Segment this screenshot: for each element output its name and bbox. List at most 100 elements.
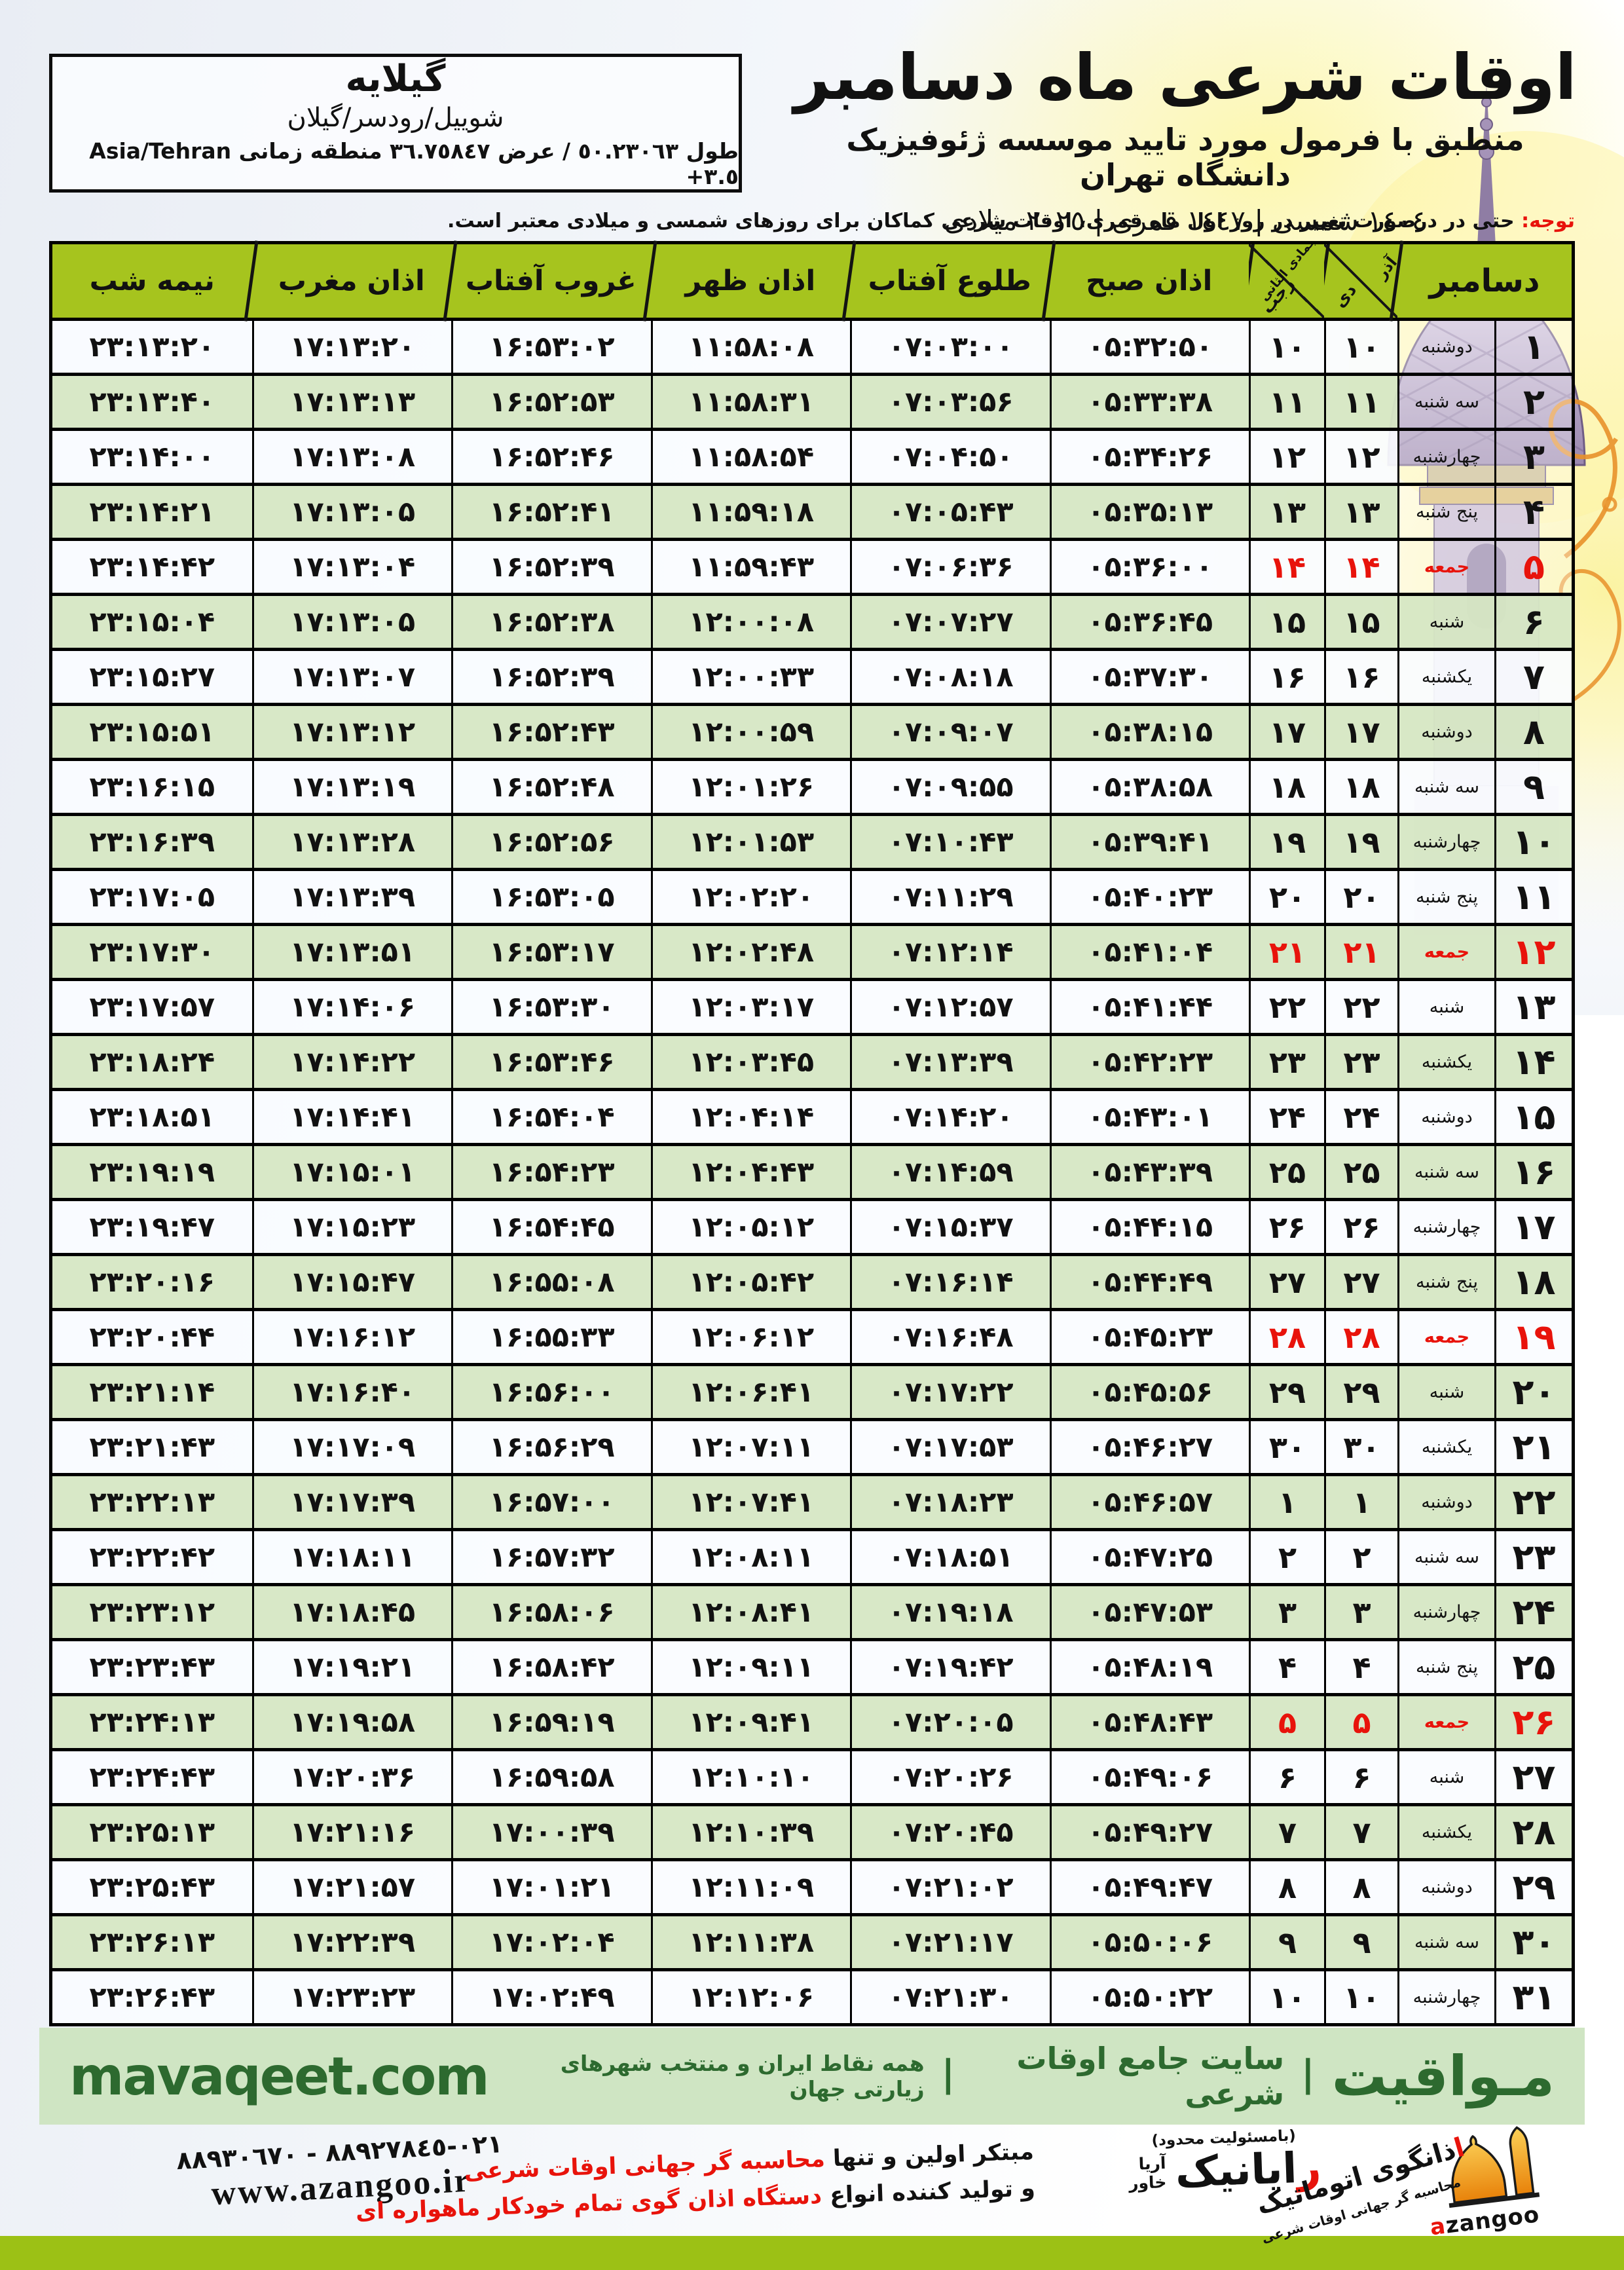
sunset-cell: ۱۶:۵۲:۳۹ <box>451 651 651 703</box>
azan-maghreb-cell: ۱۷:۱۶:۴۰ <box>251 1366 451 1418</box>
table-row: ۱ دوشنبه ۱۰ ۱۰ ۰۵:۳۲:۵۰ ۰۷:۰۳:۰۰ ۱۱:۵۸:۰… <box>52 318 1572 373</box>
sunrise-cell: ۰۷:۱۴:۵۹ <box>850 1146 1050 1198</box>
azan-zohr-cell: ۱۲:۰۸:۱۱ <box>650 1531 850 1583</box>
azan-sobh-cell: ۰۵:۴۴:۴۹ <box>1049 1256 1249 1308</box>
jalali-day-cell: ۱ <box>1324 1476 1397 1528</box>
column-header-persian-month: آذر دی <box>1324 244 1397 318</box>
gregorian-day-cell: ۲۶ <box>1494 1696 1572 1748</box>
sunrise-cell: ۰۷:۱۶:۱۴ <box>850 1256 1050 1308</box>
midnight-cell: ۲۳:۱۸:۲۴ <box>52 1036 252 1088</box>
column-header-sunset: غروب آفتاب <box>451 244 651 318</box>
table-row: ۲۱ یکشنبه ۳۰ ۳۰ ۰۵:۴۶:۲۷ ۰۷:۱۷:۵۳ ۱۲:۰۷:… <box>52 1418 1572 1473</box>
azan-maghreb-cell: ۱۷:۱۴:۰۶ <box>251 981 451 1033</box>
midnight-cell: ۲۳:۱۷:۰۵ <box>52 871 252 923</box>
jalali-day-cell: ۲۱ <box>1324 926 1397 978</box>
azan-zohr-cell: ۱۲:۱۱:۳۸ <box>650 1916 850 1968</box>
weekday-cell: یکشنبه <box>1397 1806 1494 1858</box>
midnight-cell: ۲۳:۱۴:۲۱ <box>52 486 252 538</box>
sunrise-cell: ۰۷:۰۵:۴۳ <box>850 486 1050 538</box>
azangoo-logo: اذانگوی اتوماتیک محاسبه گر جهانی اوقات ش… <box>1253 2111 1604 2252</box>
table-row: ۱۴ یکشنبه ۲۳ ۲۳ ۰۵:۴۲:۲۳ ۰۷:۱۳:۳۹ ۱۲:۰۳:… <box>52 1033 1572 1088</box>
midnight-cell: ۲۳:۲۳:۱۲ <box>52 1586 252 1638</box>
weekday-cell: سه شنبه <box>1397 761 1494 813</box>
azan-maghreb-cell: ۱۷:۱۸:۱۱ <box>251 1531 451 1583</box>
weekday-cell: شنبه <box>1397 981 1494 1033</box>
jalali-day-cell: ۷ <box>1324 1806 1397 1858</box>
jalali-day-cell: ۲۰ <box>1324 871 1397 923</box>
gregorian-day-cell: ۲۸ <box>1494 1806 1572 1858</box>
hijri-day-cell: ۱۱ <box>1249 376 1324 428</box>
slogan2-black: و تولید کننده انواع <box>829 2175 1036 2209</box>
jalali-day-cell: ۲۴ <box>1324 1091 1397 1143</box>
gregorian-day-cell: ۹ <box>1494 761 1572 813</box>
hijri-day-cell: ۹ <box>1249 1916 1324 1968</box>
table-row: ۱۱ پنج شنبه ۲۰ ۲۰ ۰۵:۴۰:۲۳ ۰۷:۱۱:۲۹ ۱۲:۰… <box>52 868 1572 923</box>
azan-sobh-cell: ۰۵:۴۱:۴۴ <box>1049 981 1249 1033</box>
gregorian-day-cell: ۱ <box>1494 321 1572 373</box>
jalali-day-cell: ۱۴ <box>1324 541 1397 593</box>
azan-maghreb-cell: ۱۷:۱۳:۳۹ <box>251 871 451 923</box>
hijri-day-cell: ۱۳ <box>1249 486 1324 538</box>
sunrise-cell: ۰۷:۱۵:۳۷ <box>850 1201 1050 1253</box>
azan-zohr-cell: ۱۲:۰۹:۴۱ <box>650 1696 850 1748</box>
sunrise-cell: ۰۷:۱۲:۵۷ <box>850 981 1050 1033</box>
midnight-cell: ۲۳:۱۸:۵۱ <box>52 1091 252 1143</box>
hijri-day-cell: ۲۹ <box>1249 1366 1324 1418</box>
azan-sobh-cell: ۰۵:۳۲:۵۰ <box>1049 321 1249 373</box>
azan-zohr-cell: ۱۲:۰۰:۳۳ <box>650 651 850 703</box>
weekday-cell: پنج شنبه <box>1397 1256 1494 1308</box>
location-name: گیلایه <box>345 57 446 100</box>
gregorian-day-cell: ۲۴ <box>1494 1586 1572 1638</box>
hijri-day-cell: ۲ <box>1249 1531 1324 1583</box>
table-row: ۲۴ چهارشنبه ۳ ۳ ۰۵:۴۷:۵۳ ۰۷:۱۹:۱۸ ۱۲:۰۸:… <box>52 1583 1572 1638</box>
midnight-cell: ۲۳:۱۵:۵۱ <box>52 706 252 758</box>
azan-zohr-cell: ۱۱:۵۸:۰۸ <box>650 321 850 373</box>
jalali-day-cell: ۲۳ <box>1324 1036 1397 1088</box>
midnight-cell: ۲۳:۱۷:۵۷ <box>52 981 252 1033</box>
jalali-day-cell: ۳ <box>1324 1586 1397 1638</box>
azan-sobh-cell: ۰۵:۴۹:۴۷ <box>1049 1861 1249 1913</box>
weekday-cell: سه شنبه <box>1397 376 1494 428</box>
weekday-cell: یکشنبه <box>1397 1036 1494 1088</box>
jalali-day-cell: ۱۰ <box>1324 1971 1397 2023</box>
persian-month-dey-label: دی <box>1330 280 1361 312</box>
jalali-day-cell: ۹ <box>1324 1916 1397 1968</box>
azan-sobh-cell: ۰۵:۴۳:۰۱ <box>1049 1091 1249 1143</box>
weekday-cell: چهارشنبه <box>1397 1971 1494 2023</box>
azan-zohr-cell: ۱۲:۰۳:۱۷ <box>650 981 850 1033</box>
table-row: ۳ چهارشنبه ۱۲ ۱۲ ۰۵:۳۴:۲۶ ۰۷:۰۴:۵۰ ۱۱:۵۸… <box>52 428 1572 483</box>
midnight-cell: ۲۳:۲۴:۱۳ <box>52 1696 252 1748</box>
midnight-cell: ۲۳:۲۳:۴۳ <box>52 1641 252 1693</box>
jalali-day-cell: ۵ <box>1324 1696 1397 1748</box>
jalali-day-cell: ۲۹ <box>1324 1366 1397 1418</box>
column-header-azan-sobh: اذان صبح <box>1050 244 1249 318</box>
azan-maghreb-cell: ۱۷:۱۹:۲۱ <box>251 1641 451 1693</box>
sunset-cell: ۱۶:۵۳:۴۶ <box>451 1036 651 1088</box>
azan-zohr-cell: ۱۲:۰۰:۰۸ <box>650 596 850 648</box>
table-row: ۲۶ جمعه ۵ ۵ ۰۵:۴۸:۴۳ ۰۷:۲۰:۰۵ ۱۲:۰۹:۴۱ ۱… <box>52 1693 1572 1748</box>
mavaqeet-description: سایت جامع اوقات شرعی <box>1016 2041 1285 2112</box>
azan-maghreb-cell: ۱۷:۱۳:۰۸ <box>251 431 451 483</box>
azan-zohr-cell: ۱۲:۰۶:۱۲ <box>650 1311 850 1363</box>
azan-sobh-cell: ۰۵:۳۳:۳۸ <box>1049 376 1249 428</box>
azan-zohr-cell: ۱۲:۰۱:۲۶ <box>650 761 850 813</box>
table-row: ۱۳ شنبه ۲۲ ۲۲ ۰۵:۴۱:۴۴ ۰۷:۱۲:۵۷ ۱۲:۰۳:۱۷… <box>52 978 1572 1033</box>
azan-sobh-cell: ۰۵:۴۱:۰۴ <box>1049 926 1249 978</box>
table-row: ۲۰ شنبه ۲۹ ۲۹ ۰۵:۴۵:۵۶ ۰۷:۱۷:۲۲ ۱۲:۰۶:۴۱… <box>52 1363 1572 1418</box>
hijri-day-cell: ۱۰ <box>1249 321 1324 373</box>
azan-maghreb-cell: ۱۷:۱۳:۰۴ <box>251 541 451 593</box>
sunset-cell: ۱۶:۵۲:۴۸ <box>451 761 651 813</box>
sunrise-cell: ۰۷:۰۶:۳۶ <box>850 541 1050 593</box>
sunrise-cell: ۰۷:۱۲:۱۴ <box>850 926 1050 978</box>
table-row: ۷ یکشنبه ۱۶ ۱۶ ۰۵:۳۷:۳۰ ۰۷:۰۸:۱۸ ۱۲:۰۰:۳… <box>52 648 1572 703</box>
gregorian-day-cell: ۳ <box>1494 431 1572 483</box>
midnight-cell: ۲۳:۲۱:۱۴ <box>52 1366 252 1418</box>
azan-maghreb-cell: ۱۷:۲۲:۳۹ <box>251 1916 451 1968</box>
jalali-day-cell: ۲ <box>1324 1531 1397 1583</box>
midnight-cell: ۲۳:۱۶:۳۹ <box>52 816 252 868</box>
hijri-day-cell: ۱۶ <box>1249 651 1324 703</box>
table-row: ۲ سه شنبه ۱۱ ۱۱ ۰۵:۳۳:۳۸ ۰۷:۰۳:۵۶ ۱۱:۵۸:… <box>52 373 1572 428</box>
weekday-cell: شنبه <box>1397 1366 1494 1418</box>
gregorian-day-cell: ۲۱ <box>1494 1421 1572 1473</box>
gregorian-day-cell: ۲۷ <box>1494 1751 1572 1803</box>
